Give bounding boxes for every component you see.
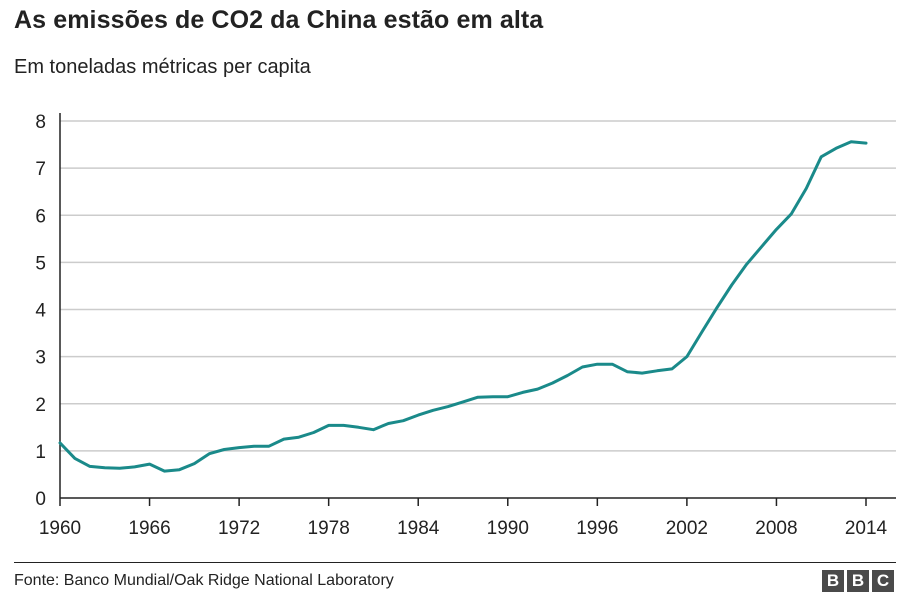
source-note: Fonte: Banco Mundial/Oak Ridge National … — [14, 572, 394, 589]
line-chart: 0 1 2 3 4 5 6 7 8 1960 1966 1972 1978 1984 1990 1996 20… — [35, 112, 896, 539]
y-tick-label: 0 — [35, 489, 46, 510]
y-tick-label: 5 — [35, 253, 46, 274]
y-tick-label: 4 — [35, 301, 46, 322]
x-tick-label: 1984 — [397, 518, 440, 539]
bbc-logo-letter: C — [872, 570, 894, 592]
x-tick-label: 2014 — [845, 518, 888, 539]
x-tick-label: 1990 — [487, 518, 529, 539]
x-axis-ticks: 1960 1966 1972 1978 1984 1990 1996 2002 2008 2014 — [39, 498, 888, 539]
y-tick-label: 2 — [35, 395, 46, 416]
x-tick-label: 1972 — [218, 518, 260, 539]
grid-lines — [59, 113, 896, 499]
x-tick-label: 1996 — [576, 518, 618, 539]
series-line — [58, 140, 868, 473]
series-layer — [58, 140, 868, 473]
y-tick-label: 7 — [35, 159, 46, 180]
y-tick-label: 1 — [35, 442, 46, 463]
bbc-logo-letter: B — [847, 570, 869, 592]
y-tick-label: 3 — [35, 348, 46, 369]
y-tick-label: 6 — [35, 206, 46, 227]
x-tick-label: 2002 — [666, 518, 708, 539]
x-tick-label: 1966 — [128, 518, 170, 539]
x-tick-label: 1978 — [308, 518, 350, 539]
y-axis-ticks: 0 1 2 3 4 5 6 7 8 — [35, 112, 46, 510]
x-tick-label: 2008 — [755, 518, 797, 539]
bbc-logo-letter: B — [822, 570, 844, 592]
chart-subtitle: Em toneladas métricas per capita — [14, 56, 311, 78]
x-tick-label: 1960 — [39, 518, 81, 539]
y-tick-label: 8 — [35, 112, 46, 133]
bbc-logo: B B C — [822, 570, 894, 592]
footer-divider — [14, 562, 896, 563]
chart-title: As emissões de CO2 da China estão em alt… — [14, 6, 544, 34]
